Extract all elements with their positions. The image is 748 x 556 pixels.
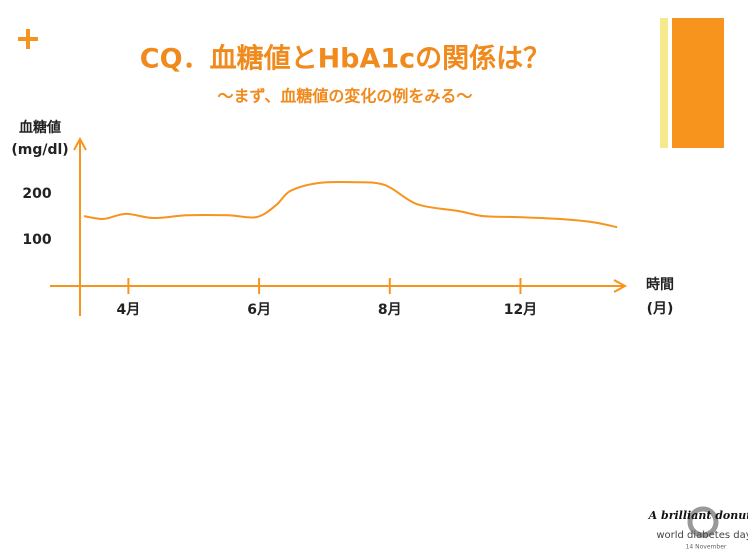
accent-stripe	[660, 18, 668, 148]
x-tick-label: 12月	[504, 302, 537, 318]
x-tick-label: 6月	[247, 302, 271, 318]
accent-block	[672, 18, 724, 148]
y-tick-label: 200	[22, 186, 51, 202]
plus-icon	[18, 29, 38, 49]
logo-name: world diabetes day	[656, 530, 748, 541]
chart-subtitle: 〜まず、血糖値の変化の例をみる〜	[218, 87, 473, 106]
x-axis-unit: (月)	[647, 301, 674, 317]
logo-ring	[687, 506, 719, 538]
logo: A brilliant donut world diabetes day 14 …	[648, 506, 748, 551]
chart-title: CQ．血糖値とHbA1cの関係は？	[140, 43, 550, 75]
x-axis-label: 時間	[646, 276, 674, 293]
y-tick-label: 100	[22, 232, 51, 248]
logo-tagline: A brilliant donut	[648, 509, 748, 522]
y-axis-label: 血糖値	[19, 119, 61, 136]
x-tick-label: 4月	[117, 302, 141, 318]
glucose-line	[83, 180, 618, 229]
y-axis-unit: (mg/dl)	[11, 142, 68, 158]
logo-date: 14 November	[686, 544, 727, 551]
x-tick-label: 8月	[378, 302, 402, 318]
x-axis	[50, 279, 628, 293]
